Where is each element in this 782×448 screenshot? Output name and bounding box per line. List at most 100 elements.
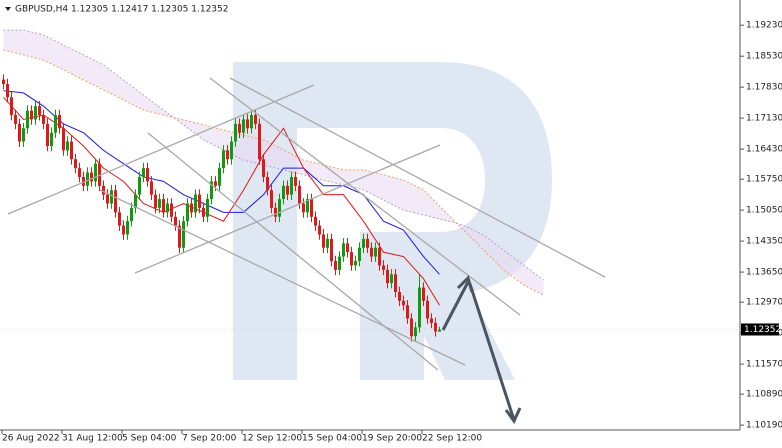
- candle-body: [50, 132, 53, 146]
- candle-body: [426, 300, 429, 319]
- candle-body: [110, 190, 113, 204]
- candle-body: [106, 194, 109, 204]
- candle-body: [130, 207, 133, 222]
- y-tick-label: 1.19230: [746, 21, 782, 31]
- candle-body: [314, 216, 317, 226]
- candle-body: [422, 287, 425, 301]
- candle-body: [374, 247, 377, 257]
- candle-body: [354, 261, 357, 266]
- candle-body: [242, 119, 245, 133]
- x-tick-label: 7 Sep 20:00: [182, 434, 237, 444]
- y-tick-label: 1.10190: [746, 421, 782, 431]
- candle-body: [166, 203, 169, 213]
- candle-body: [178, 225, 181, 248]
- candle-body: [258, 123, 261, 160]
- x-tick-label: 15 Sep 04:00: [302, 434, 362, 444]
- candle-body: [194, 194, 197, 213]
- candle-body: [2, 79, 5, 85]
- candle-body: [298, 185, 301, 204]
- candle-body: [266, 176, 269, 191]
- candle-body: [286, 185, 289, 195]
- chart-title: GBPUSD,H4 1.12305 1.12417 1.12305 1.1235…: [15, 5, 228, 15]
- indicator-line: [3, 90, 440, 275]
- candle-body: [198, 194, 201, 208]
- candle-body: [254, 115, 257, 124]
- y-tick-label: 1.13650: [746, 268, 782, 278]
- trendlines: [7, 77, 606, 371]
- candle-body: [210, 181, 213, 200]
- y-tick-label: 1.14350: [746, 237, 782, 247]
- candle-body: [238, 123, 241, 133]
- candle-body: [202, 207, 205, 217]
- candle-body: [90, 172, 93, 182]
- candle-body: [114, 190, 117, 213]
- candle-body: [22, 128, 25, 142]
- y-tick-label: 1.15750: [746, 175, 782, 185]
- x-tick-label: 12 Sep 12:00: [242, 434, 302, 444]
- candle-body: [350, 252, 353, 266]
- candle-body: [174, 216, 177, 226]
- candle-body: [82, 176, 85, 186]
- candle-body: [62, 128, 65, 151]
- candle-body: [322, 234, 325, 248]
- y-tick-label: 1.10890: [746, 390, 782, 400]
- candle-body: [222, 150, 225, 169]
- candle-body: [170, 203, 173, 217]
- indicator-line: [3, 49, 544, 296]
- candle-body: [330, 238, 333, 262]
- candle-body: [410, 318, 413, 337]
- candle-body: [366, 238, 369, 248]
- y-tick-label: 1.15050: [746, 206, 782, 216]
- candle-body: [150, 181, 153, 195]
- candle-body: [318, 225, 321, 235]
- candle-body: [182, 221, 185, 248]
- candle-body: [42, 115, 45, 124]
- candle-body: [126, 221, 129, 235]
- x-tick-label: 31 Aug 12:00: [62, 434, 123, 444]
- candle-body: [206, 199, 209, 217]
- candle-body: [234, 123, 237, 142]
- x-tick-label: 22 Sep 12:00: [422, 434, 482, 444]
- candle-body: [66, 141, 69, 151]
- candle-body: [54, 115, 57, 133]
- candle-body: [162, 199, 165, 213]
- indicator-line: [3, 29, 544, 281]
- x-tick-label: 19 Sep 20:00: [362, 434, 422, 444]
- candle-body: [30, 110, 33, 120]
- candle-body: [158, 199, 161, 208]
- candle-body: [94, 163, 97, 182]
- x-tick-label: 26 Aug 2022: [2, 434, 60, 444]
- candle-body: [370, 247, 373, 257]
- y-tick-label: 1.12970: [746, 298, 782, 308]
- candle-body: [46, 123, 49, 146]
- candle-body: [226, 150, 229, 160]
- y-tick-label: 1.16430: [746, 145, 782, 155]
- candle-body: [290, 176, 293, 195]
- candle-body: [18, 123, 21, 142]
- candle-body: [306, 199, 309, 213]
- candle-body: [406, 305, 409, 319]
- candle-body: [230, 141, 233, 160]
- candle-body: [122, 225, 125, 235]
- candle-body: [34, 106, 37, 120]
- y-tick-label: 1.17830: [746, 83, 782, 93]
- indicator-line: [3, 96, 440, 306]
- candle-body: [154, 194, 157, 208]
- candle-body: [438, 329, 441, 332]
- candle-body: [342, 243, 345, 257]
- candle-body: [38, 106, 41, 116]
- candle-body: [58, 115, 61, 129]
- candle-body: [14, 115, 17, 124]
- candle-body: [86, 172, 89, 186]
- candle-body: [302, 203, 305, 213]
- candle-body: [402, 300, 405, 306]
- candle-body: [310, 199, 313, 217]
- y-tick-label: 1.18530: [746, 52, 782, 62]
- y-tick-label: 1.17130: [746, 114, 782, 124]
- candle-body: [362, 238, 365, 248]
- candle-body: [270, 190, 273, 208]
- x-tick-label: 5 Sep 04:00: [122, 434, 177, 444]
- candle-body: [78, 168, 81, 177]
- candle-body: [434, 322, 437, 332]
